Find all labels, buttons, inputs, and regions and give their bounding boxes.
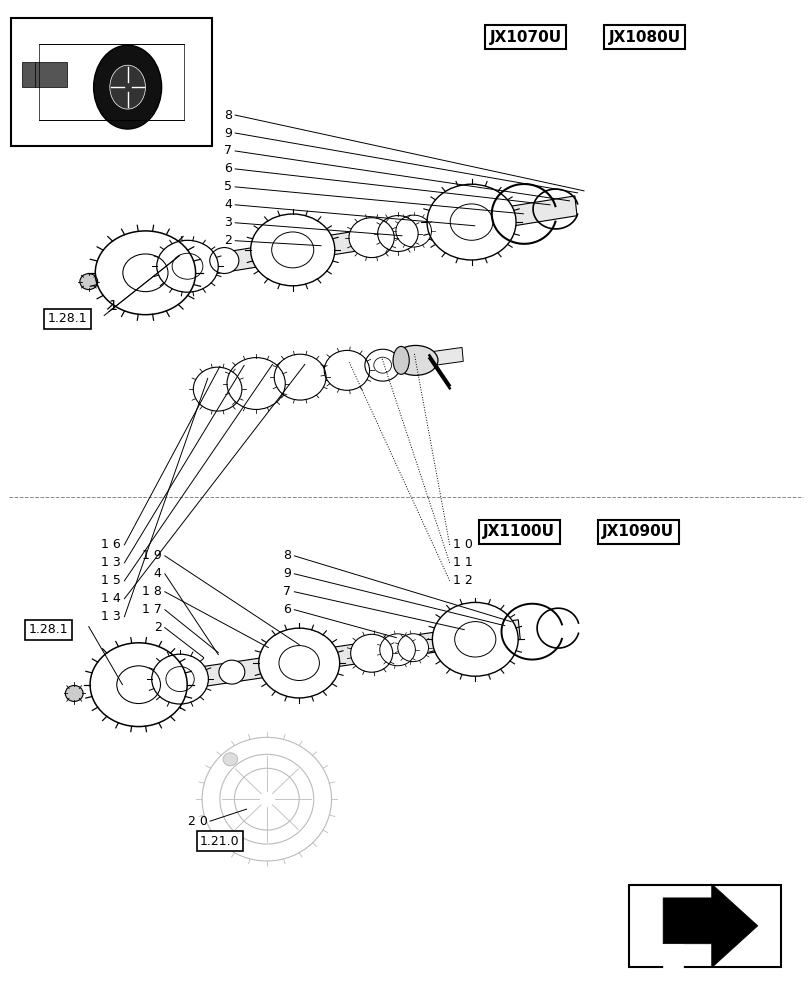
Text: JX1090U: JX1090U — [602, 524, 673, 539]
Ellipse shape — [223, 753, 238, 766]
Ellipse shape — [274, 354, 326, 400]
Ellipse shape — [65, 685, 83, 701]
Circle shape — [93, 45, 161, 129]
Polygon shape — [203, 347, 463, 397]
Text: 5: 5 — [224, 180, 232, 193]
Text: 1 3: 1 3 — [101, 556, 121, 569]
Text: 6: 6 — [283, 603, 290, 616]
Text: 1 6: 1 6 — [101, 538, 121, 551]
Ellipse shape — [349, 218, 394, 258]
Text: 7: 7 — [224, 144, 232, 157]
Text: 2: 2 — [224, 234, 232, 247]
Text: 3: 3 — [224, 216, 232, 229]
Text: 1 7: 1 7 — [142, 603, 161, 616]
Text: JX1080U: JX1080U — [608, 30, 680, 45]
Ellipse shape — [251, 214, 334, 286]
Ellipse shape — [396, 215, 431, 247]
Text: 1 9: 1 9 — [142, 549, 161, 562]
Text: 8: 8 — [224, 109, 232, 122]
Text: 1 5: 1 5 — [101, 574, 121, 587]
Text: 1 2: 1 2 — [453, 574, 472, 587]
Text: JX1100U: JX1100U — [483, 524, 555, 539]
Bar — [23, 62, 35, 87]
Circle shape — [109, 65, 145, 109]
Ellipse shape — [259, 628, 339, 698]
Ellipse shape — [227, 358, 285, 409]
Text: 9: 9 — [283, 567, 290, 580]
Ellipse shape — [377, 216, 418, 251]
Ellipse shape — [90, 643, 187, 727]
Text: JX1070U: JX1070U — [489, 30, 561, 45]
Polygon shape — [663, 944, 683, 968]
Text: 6: 6 — [224, 162, 232, 175]
Ellipse shape — [397, 634, 428, 662]
Text: 7: 7 — [283, 585, 290, 598]
Text: 1 3: 1 3 — [101, 610, 121, 623]
Ellipse shape — [431, 602, 517, 676]
Ellipse shape — [380, 634, 415, 666]
Ellipse shape — [393, 346, 409, 374]
Ellipse shape — [95, 231, 195, 315]
Text: 4: 4 — [153, 567, 161, 580]
Text: 1 8: 1 8 — [142, 585, 161, 598]
Polygon shape — [146, 196, 577, 285]
Ellipse shape — [364, 349, 400, 381]
Polygon shape — [122, 620, 520, 698]
Text: 1.28.1: 1.28.1 — [28, 623, 68, 636]
Text: 1 4: 1 4 — [101, 592, 121, 605]
Text: 1: 1 — [109, 299, 118, 313]
Ellipse shape — [324, 350, 369, 390]
Text: 1 1: 1 1 — [453, 556, 472, 569]
Polygon shape — [663, 884, 757, 968]
FancyBboxPatch shape — [628, 885, 779, 967]
Text: 1 0: 1 0 — [453, 538, 472, 551]
Ellipse shape — [350, 634, 393, 672]
Ellipse shape — [373, 357, 391, 373]
Ellipse shape — [393, 345, 437, 375]
Ellipse shape — [427, 184, 516, 260]
Ellipse shape — [209, 248, 238, 273]
Ellipse shape — [152, 654, 208, 704]
Bar — [35, 62, 67, 87]
FancyBboxPatch shape — [11, 18, 212, 146]
Text: 8: 8 — [283, 549, 290, 562]
Text: 4: 4 — [224, 198, 232, 211]
Ellipse shape — [193, 367, 242, 411]
Text: 1.28.1: 1.28.1 — [48, 312, 88, 325]
Ellipse shape — [157, 240, 218, 292]
Ellipse shape — [79, 274, 97, 290]
Text: 1.21.0: 1.21.0 — [200, 835, 239, 848]
Text: 2: 2 — [153, 621, 161, 634]
Text: 2 0: 2 0 — [187, 815, 208, 828]
Text: 9: 9 — [224, 127, 232, 140]
Ellipse shape — [219, 660, 244, 684]
